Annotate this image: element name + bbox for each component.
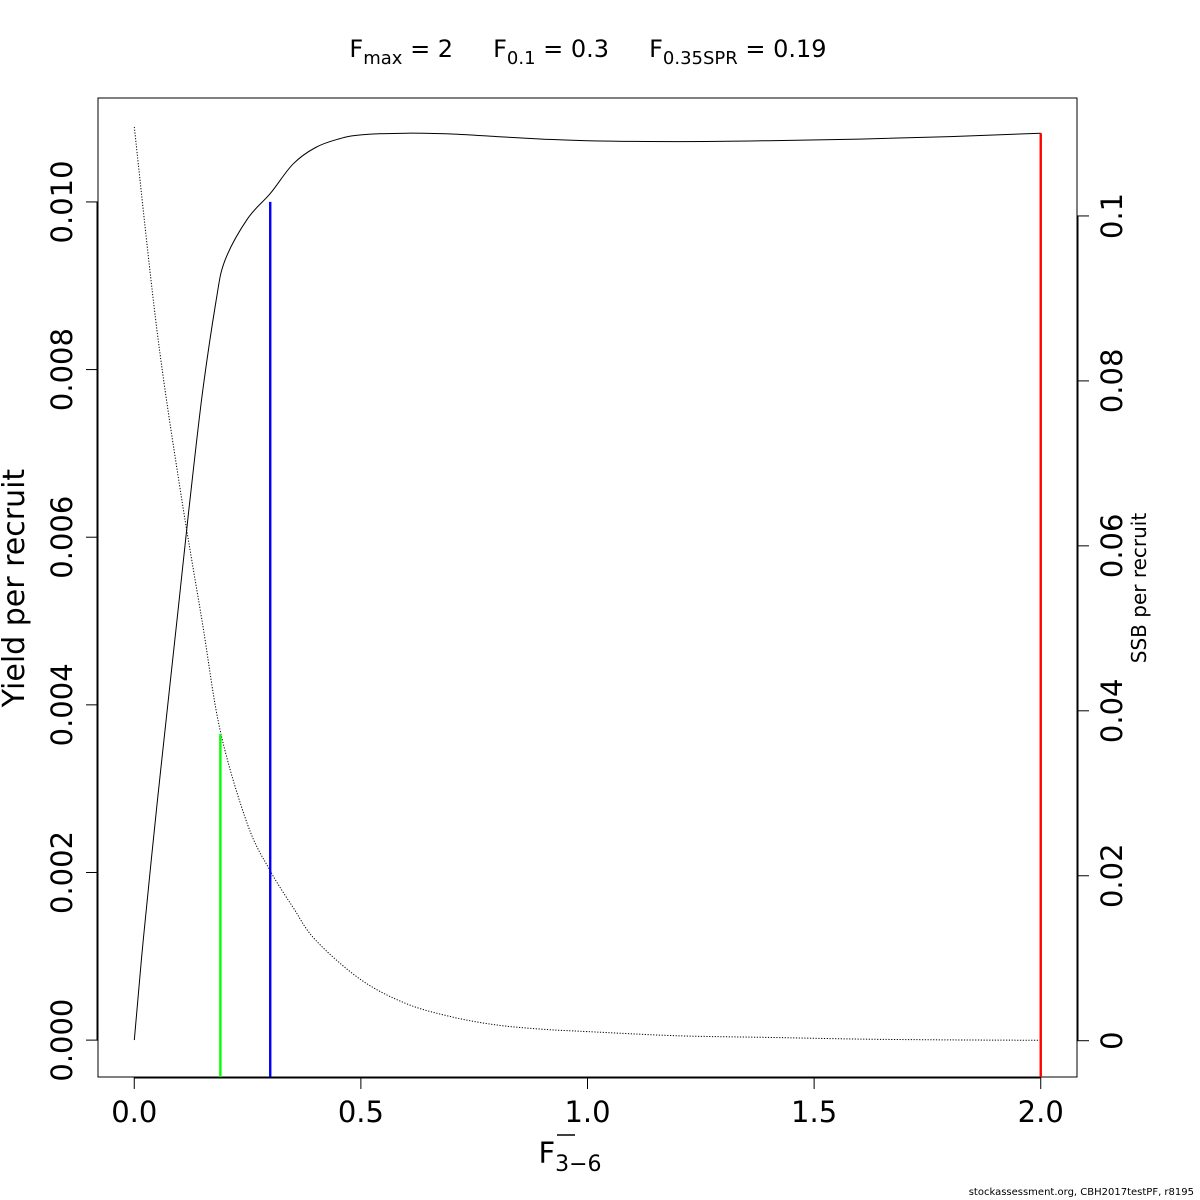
y-axis-right: 0 0.02 0.04 0.06 0.08 0.1 [1077,193,1129,1050]
chart-title-text: Fmax = 2 F0.1 = 0.3 F0.35SPR = 0.19 [349,35,826,69]
x-tick-label: 1.0 [564,1095,610,1129]
x-axis-label: F3−6 [538,1134,602,1177]
y-right-tick-label: 0.04 [1095,679,1129,744]
y-left-tick-label: 0.010 [45,160,79,243]
x-tick-label: 2.0 [1018,1095,1064,1129]
footer-credit: stockassessment.org, CBH2017testPF, r819… [968,1187,1194,1198]
y-left-tick-label: 0.008 [45,328,79,411]
y-axis-left-label: Yield per recruit [0,469,32,709]
y-right-tick-label: 0.02 [1095,843,1129,908]
plot-frame [97,97,1078,1078]
yield-per-recruit-line [133,132,1041,1041]
y-axis-right-label: SSB per recruit [1127,513,1151,664]
reference-lines [219,133,1042,1077]
y-left-tick-label: 0.002 [45,831,79,914]
x-tick-label: 0.0 [111,1095,157,1129]
x-axis: 0.0 0.5 1.0 1.5 2.0 [111,1077,1064,1129]
y-right-tick-label: 0.08 [1095,349,1129,414]
y-right-tick-label: 0.06 [1095,514,1129,579]
chart-title: Fmax = 2 F0.1 = 0.3 F0.35SPR = 0.19 [349,35,826,69]
ssb-per-recruit-line [133,126,1041,1041]
y-left-tick-label: 0.000 [45,999,79,1082]
y-left-tick-label: 0.004 [45,663,79,746]
y-right-tick-label: 0 [1095,1031,1129,1049]
x-axis-label-text: F3−6 [538,1136,601,1177]
series-group [133,126,1041,1041]
y-right-tick-label: 0.1 [1095,193,1129,239]
x-tick-label: 0.5 [338,1095,384,1129]
x-tick-label: 1.5 [791,1095,837,1129]
y-axis-left: 0.000 0.002 0.004 0.006 0.008 0.010 [45,160,98,1082]
y-left-tick-label: 0.006 [45,496,79,579]
